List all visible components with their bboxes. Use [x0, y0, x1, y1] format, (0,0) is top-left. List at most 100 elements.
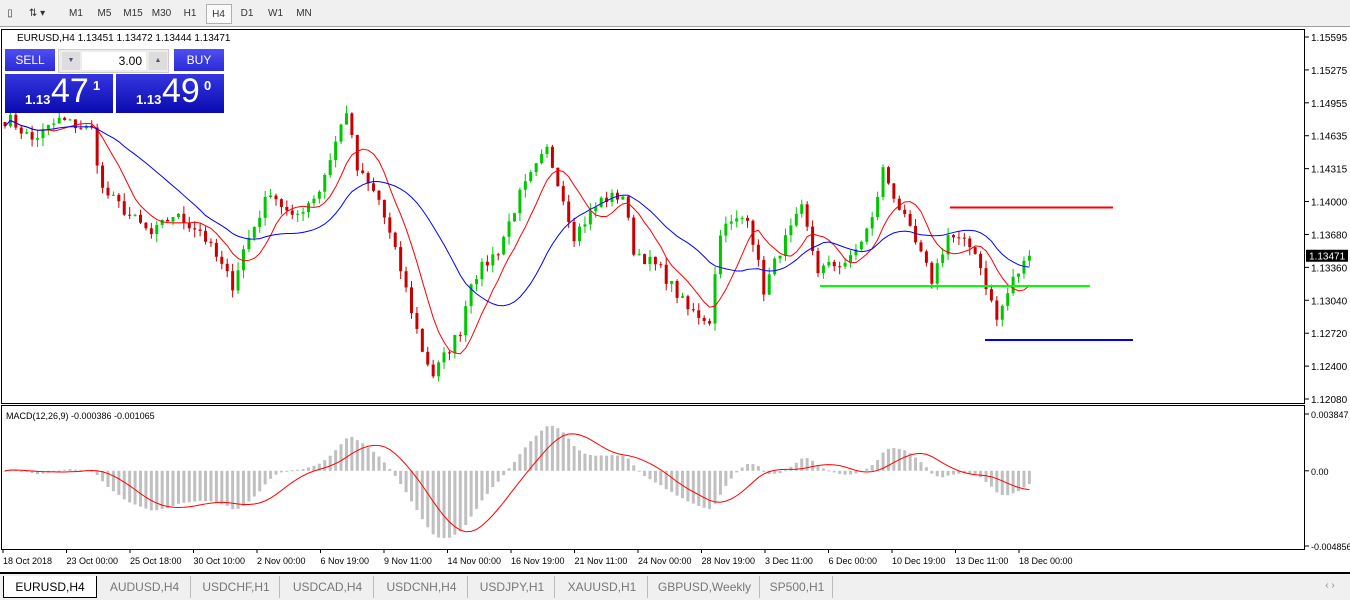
candle: [290, 204, 294, 220]
candle: [914, 218, 918, 245]
candle-body: [816, 250, 820, 274]
candle: [523, 174, 527, 198]
macd-bar: [865, 468, 869, 471]
tab-scroll-arrows[interactable]: ‹ ›: [1325, 580, 1335, 591]
chart-tab[interactable]: XAUUSD,H1: [557, 576, 648, 598]
chart-tab[interactable]: USDCNH,H4: [376, 576, 468, 598]
candle-body: [431, 364, 435, 377]
chart-tab[interactable]: EURUSD,H4: [3, 576, 97, 598]
candle-body: [632, 217, 636, 255]
lot-size-input[interactable]: 3.00: [82, 52, 146, 70]
candle: [529, 169, 533, 183]
candle-body: [502, 236, 506, 255]
macd-bar: [355, 440, 359, 471]
candle-body: [193, 228, 197, 230]
timeframe-mn[interactable]: MN: [296, 8, 312, 19]
macd-bar: [496, 470, 500, 482]
candle: [447, 350, 451, 361]
sell-price-button[interactable]: 1.13 47 1: [5, 72, 113, 113]
macd-bar: [19, 470, 23, 472]
macd-bar: [583, 453, 587, 471]
chart-tab[interactable]: SP500,H1: [762, 576, 833, 598]
candle-body: [111, 194, 115, 196]
candle: [507, 213, 511, 245]
macd-bar: [811, 460, 815, 471]
candle-body: [762, 259, 766, 295]
decrease-lot-button[interactable]: ▼: [62, 52, 80, 70]
macd-bar: [149, 470, 153, 511]
candle-body: [317, 191, 321, 199]
price-chart[interactable]: 1.15595 1.15275 1.14955 1.14635 1.14315 1.140…: [0, 27, 1350, 572]
chart-window[interactable]: 1.15595 1.15275 1.14955 1.14635 1.14315 1.140…: [0, 27, 1350, 572]
buy-price-button[interactable]: 1.13 49 0: [116, 72, 224, 113]
macd-bar: [935, 470, 939, 477]
macd-bar: [989, 470, 993, 487]
buy-button[interactable]: BUY: [174, 49, 224, 71]
candles: [3, 105, 1031, 382]
line-studies-dropdown[interactable]: ⇅ ▾: [28, 8, 46, 19]
candle: [480, 258, 484, 287]
candle: [724, 216, 728, 243]
candle-body: [892, 183, 896, 199]
timeframe-m1[interactable]: M1: [69, 8, 83, 19]
timeframe-m15[interactable]: M15: [123, 8, 143, 19]
price-label: 1.15275: [1311, 66, 1348, 77]
candle: [605, 191, 609, 208]
candle-body: [789, 225, 793, 236]
timeframe-m30[interactable]: M30: [151, 8, 172, 19]
candle-body: [708, 320, 712, 324]
macd-bar: [366, 447, 370, 471]
chart-tab[interactable]: USDCHF,H1: [193, 576, 280, 598]
macd-bar: [3, 470, 7, 472]
candle-body: [594, 207, 598, 212]
price-label: 1.15595: [1311, 33, 1348, 44]
macd-bar: [567, 438, 571, 471]
candle-body: [128, 214, 132, 216]
candle-body: [1000, 305, 1004, 320]
macd-bar: [691, 470, 695, 504]
macd-bar: [892, 447, 896, 471]
candle: [686, 294, 690, 316]
candle-body: [550, 146, 554, 168]
timeframe-h4[interactable]: H4: [205, 4, 232, 24]
candle-body: [686, 296, 690, 310]
candle-body: [718, 235, 722, 275]
candle-body: [952, 235, 955, 238]
chart-window-icon[interactable]: ▯: [7, 8, 13, 19]
timeframe-m5[interactable]: M5: [97, 8, 112, 19]
macd-bar: [220, 470, 224, 505]
candle: [854, 244, 858, 260]
candle-body: [36, 138, 40, 140]
chart-tab[interactable]: AUDUSD,H4: [99, 576, 191, 598]
candle: [458, 331, 462, 342]
macd-bar: [686, 470, 690, 502]
chart-tab[interactable]: GBPUSD,Weekly: [650, 576, 760, 598]
candle-body: [800, 204, 804, 214]
sell-button[interactable]: SELL: [5, 49, 55, 71]
macd-bar: [204, 470, 208, 502]
candle: [670, 280, 674, 293]
symbol-info: EURUSD,H4 1.13451 1.13472 1.13444 1.1347…: [17, 33, 231, 44]
sell-price-prefix: 1.13: [25, 92, 51, 107]
macd-bar: [480, 470, 484, 501]
macd-bar: [886, 448, 890, 471]
candle-body: [485, 261, 489, 266]
candle: [496, 252, 500, 261]
time-label: 25 Oct 18:00: [130, 556, 182, 566]
macd-bar: [404, 470, 408, 493]
candle: [312, 195, 316, 207]
candle: [973, 246, 977, 255]
macd-bar: [388, 468, 392, 471]
macd-bar: [816, 465, 820, 471]
chart-tab[interactable]: USDJPY,H1: [470, 576, 555, 598]
timeframe-h1[interactable]: H1: [183, 8, 197, 19]
timeframe-d1[interactable]: D1: [240, 8, 254, 19]
chart-tab[interactable]: USDCAD,H4: [282, 576, 374, 598]
timeframe-w1[interactable]: W1: [268, 8, 283, 19]
macd-bar: [193, 470, 197, 502]
candle-body: [204, 230, 208, 242]
candle-body: [908, 214, 912, 226]
candle-body: [529, 172, 533, 182]
increase-lot-button[interactable]: ▲: [149, 52, 167, 70]
candle: [540, 149, 544, 165]
